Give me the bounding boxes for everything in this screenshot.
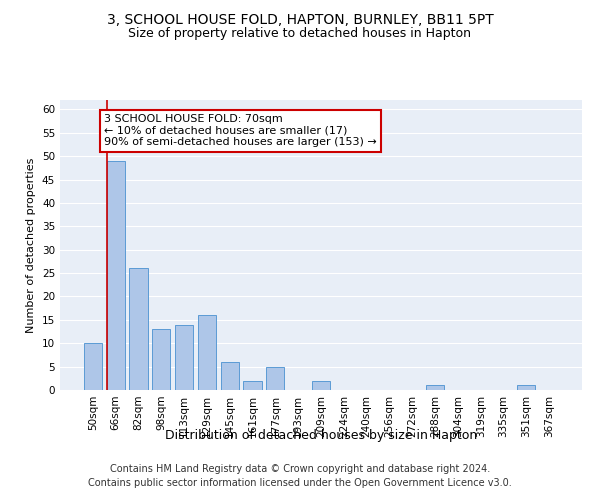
Y-axis label: Number of detached properties: Number of detached properties [26, 158, 37, 332]
Text: 3 SCHOOL HOUSE FOLD: 70sqm
← 10% of detached houses are smaller (17)
90% of semi: 3 SCHOOL HOUSE FOLD: 70sqm ← 10% of deta… [104, 114, 377, 147]
Bar [130, 268, 148, 390]
Bar [517, 386, 535, 390]
Bar [175, 324, 193, 390]
Text: Distribution of detached houses by size in Hapton: Distribution of detached houses by size … [165, 428, 477, 442]
Text: Contains HM Land Registry data © Crown copyright and database right 2024.
Contai: Contains HM Land Registry data © Crown c… [88, 464, 512, 487]
Bar [221, 362, 239, 390]
Bar [152, 329, 170, 390]
Bar [266, 366, 284, 390]
Text: 3, SCHOOL HOUSE FOLD, HAPTON, BURNLEY, BB11 5PT: 3, SCHOOL HOUSE FOLD, HAPTON, BURNLEY, B… [107, 12, 493, 26]
Bar [426, 386, 444, 390]
Bar [198, 315, 216, 390]
Bar [312, 380, 330, 390]
Bar [84, 343, 102, 390]
Text: Size of property relative to detached houses in Hapton: Size of property relative to detached ho… [128, 28, 472, 40]
Bar [244, 380, 262, 390]
Bar [107, 161, 125, 390]
